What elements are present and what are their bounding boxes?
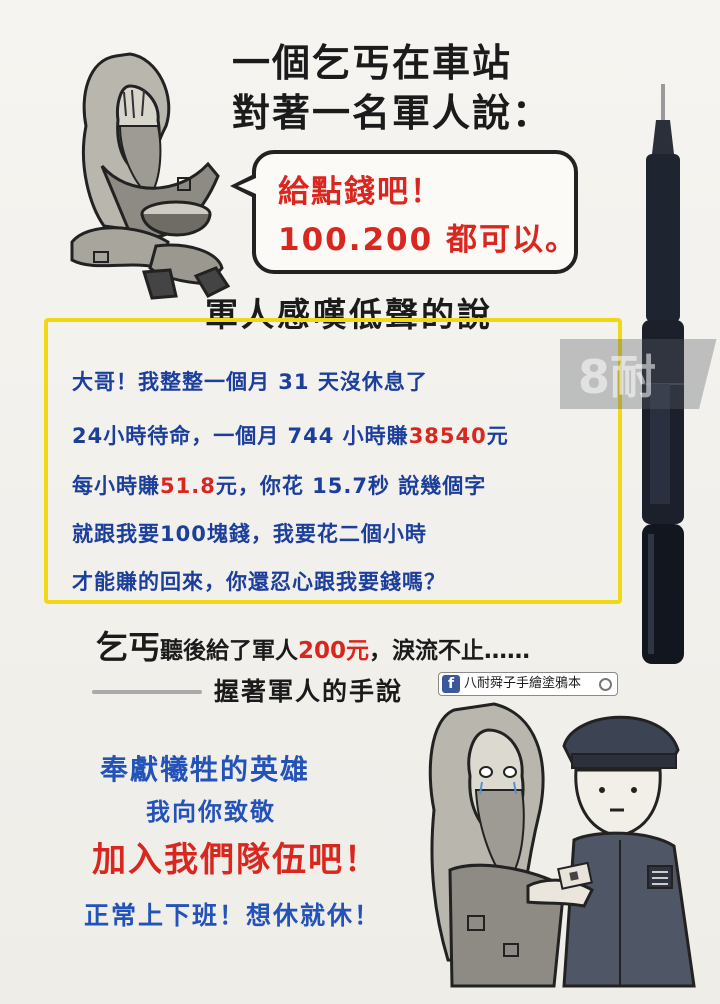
soldier-intro-heading: 軍人感嘆低聲的說: [205, 295, 493, 334]
reply-line-3: 加入我們隊伍吧！: [92, 840, 380, 880]
soldier-speech-line-2: 24小時待命，一個月 744 小時賺38540元: [72, 424, 509, 448]
title-line-1: 一個乞丐在車站: [232, 41, 513, 85]
watermark-text: 8耐: [578, 350, 656, 404]
monthly-salary: 38540: [408, 424, 487, 448]
beggar-speech-bubble: 給點錢吧！ 100.200 都可以。: [230, 150, 578, 274]
beggar-speech-line-1: 給點錢吧！: [278, 174, 443, 210]
divider-stroke: [92, 690, 202, 694]
story-title: 一個乞丐在車站 對著一名軍人說：: [232, 38, 552, 138]
aftermath-amount: 200元: [298, 638, 370, 664]
title-line-2: 對著一名軍人說：: [232, 91, 553, 135]
aftermath-subject: 乞丐: [96, 628, 161, 666]
soldier-speech-frame: [44, 318, 622, 604]
hourly-wage: 51.8: [160, 474, 216, 498]
beggar-and-soldier-illustration: [428, 702, 696, 988]
pen-photo: [642, 84, 684, 664]
soldier-speech-line-1: 大哥！我整整一個月 31 天沒休息了: [72, 370, 428, 394]
watermark-logo: 8耐: [560, 339, 717, 409]
beggar-speech-line-2: 100.200 都可以。: [278, 222, 578, 258]
soldier-speech-line-5: 才能賺的回來，你還忍心跟我要錢嗎？: [72, 570, 446, 594]
search-icon: [599, 678, 612, 691]
soldier-speech-line-4: 就跟我要100塊錢，我要花二個小時: [72, 522, 427, 546]
reply-line-1: 奉獻犧牲的英雄: [100, 753, 311, 786]
reply-line-4: 正常上下班！想休就休！: [84, 901, 382, 930]
facebook-icon: f: [442, 675, 460, 693]
reply-line-2: 我向你致敬: [146, 798, 276, 826]
soldier-speech-line-3: 每小時賺51.8元，你花 15.7秒 說幾個字: [72, 474, 487, 498]
aftermath-line-2: 握著軍人的手說: [214, 677, 404, 706]
aftermath-line: 乞丐聽後給了軍人200元，淚流不止……: [96, 628, 531, 666]
facebook-credit-tag[interactable]: f 八耐舜子手繪塗鴉本: [438, 672, 618, 696]
credit-label: 八耐舜子手繪塗鴉本: [464, 676, 582, 691]
beggar-sitting-illustration: [70, 52, 231, 300]
